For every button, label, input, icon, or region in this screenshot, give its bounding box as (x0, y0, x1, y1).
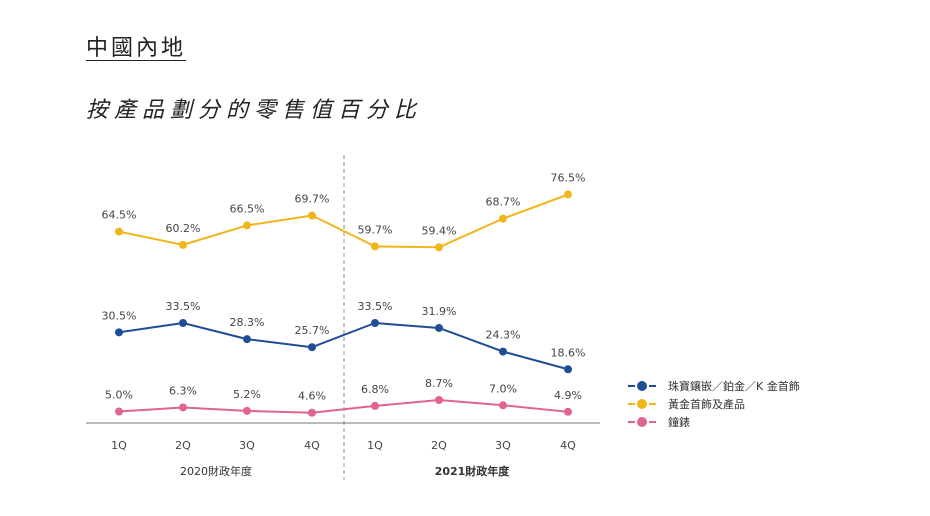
x-tick-label: 4Q (304, 439, 320, 452)
data-label-watches: 4.9% (554, 389, 582, 402)
data-label-jewellery: 31.9% (422, 305, 457, 318)
data-point-jewellery (564, 365, 572, 374)
legend-item-jewellery: 珠寶鑲嵌／鉑金／K 金首飾 (628, 377, 800, 395)
legend-label-watches: 鐘錶 (668, 416, 690, 429)
legend-item-gold: 黃金首飾及產品 (628, 395, 800, 413)
chart-legend: 珠寶鑲嵌／鉑金／K 金首飾 黃金首飾及產品 鐘錶 (628, 377, 800, 431)
data-label-watches: 8.7% (425, 377, 453, 390)
data-point-jewellery (435, 323, 443, 332)
x-tick-label: 4Q (560, 439, 576, 452)
x-tick-label: 3Q (239, 439, 255, 452)
data-label-gold: 59.4% (422, 224, 457, 237)
data-point-watches (564, 407, 572, 416)
data-point-gold (115, 227, 123, 236)
data-point-jewellery (308, 343, 316, 352)
x-tick-label: 2Q (431, 439, 447, 452)
data-point-gold (308, 211, 316, 220)
legend-label-jewellery: 珠寶鑲嵌／鉑金／K 金首飾 (668, 380, 800, 393)
data-label-watches: 5.0% (105, 389, 133, 402)
legend-marker-watches (628, 417, 656, 427)
region-heading: 中國內地 (86, 36, 187, 61)
fiscal-year-label: 2021財政年度 (435, 464, 511, 478)
chart-title: 按產品劃分的零售值百分比 (86, 98, 423, 123)
x-tick-label: 2Q (175, 439, 191, 452)
data-point-watches (308, 408, 316, 417)
data-label-gold: 76.5% (551, 172, 586, 185)
data-point-jewellery (115, 328, 123, 337)
data-point-gold (499, 214, 507, 223)
data-label-jewellery: 30.5% (102, 309, 137, 322)
data-label-jewellery: 28.3% (230, 316, 265, 329)
data-label-gold: 68.7% (486, 196, 521, 209)
data-label-watches: 7.0% (489, 382, 517, 395)
x-tick-label: 3Q (495, 439, 511, 452)
legend-label-gold: 黃金首飾及產品 (668, 398, 745, 411)
series-line-jewellery (118, 322, 569, 371)
series-line-gold (118, 193, 569, 249)
data-label-jewellery: 18.6% (551, 346, 586, 359)
data-point-watches (371, 401, 379, 410)
series-line-watches (118, 399, 569, 414)
x-tick-label: 1Q (367, 439, 383, 452)
data-point-jewellery (243, 335, 251, 344)
data-label-watches: 6.8% (361, 383, 389, 396)
data-label-jewellery: 25.7% (295, 324, 330, 337)
data-point-watches (179, 403, 187, 412)
data-point-jewellery (499, 347, 507, 356)
legend-marker-gold (628, 399, 656, 409)
data-label-jewellery: 24.3% (486, 329, 521, 342)
data-point-watches (499, 401, 507, 410)
x-tick-label: 1Q (111, 439, 127, 452)
data-point-gold (435, 243, 443, 252)
data-point-gold (564, 190, 572, 199)
data-point-gold (371, 242, 379, 251)
legend-item-watches: 鐘錶 (628, 413, 800, 431)
data-point-watches (243, 406, 251, 415)
legend-marker-jewellery (628, 381, 656, 391)
data-point-jewellery (371, 319, 379, 327)
data-label-gold: 66.5% (230, 202, 265, 215)
data-label-watches: 6.3% (169, 384, 197, 397)
data-point-gold (243, 221, 251, 230)
data-label-gold: 59.7% (358, 223, 393, 236)
data-label-gold: 60.2% (166, 222, 201, 235)
data-label-watches: 5.2% (233, 388, 261, 401)
data-label-jewellery: 33.5% (358, 300, 393, 313)
fiscal-year-label: 2020財政年度 (180, 464, 252, 478)
data-label-jewellery: 33.5% (166, 300, 201, 313)
data-label-gold: 69.7% (295, 193, 330, 206)
data-label-gold: 64.5% (102, 209, 137, 222)
data-point-watches (435, 396, 443, 405)
data-point-jewellery (179, 319, 187, 327)
data-point-watches (115, 407, 123, 416)
data-point-gold (179, 240, 187, 249)
data-label-watches: 4.6% (298, 390, 326, 403)
